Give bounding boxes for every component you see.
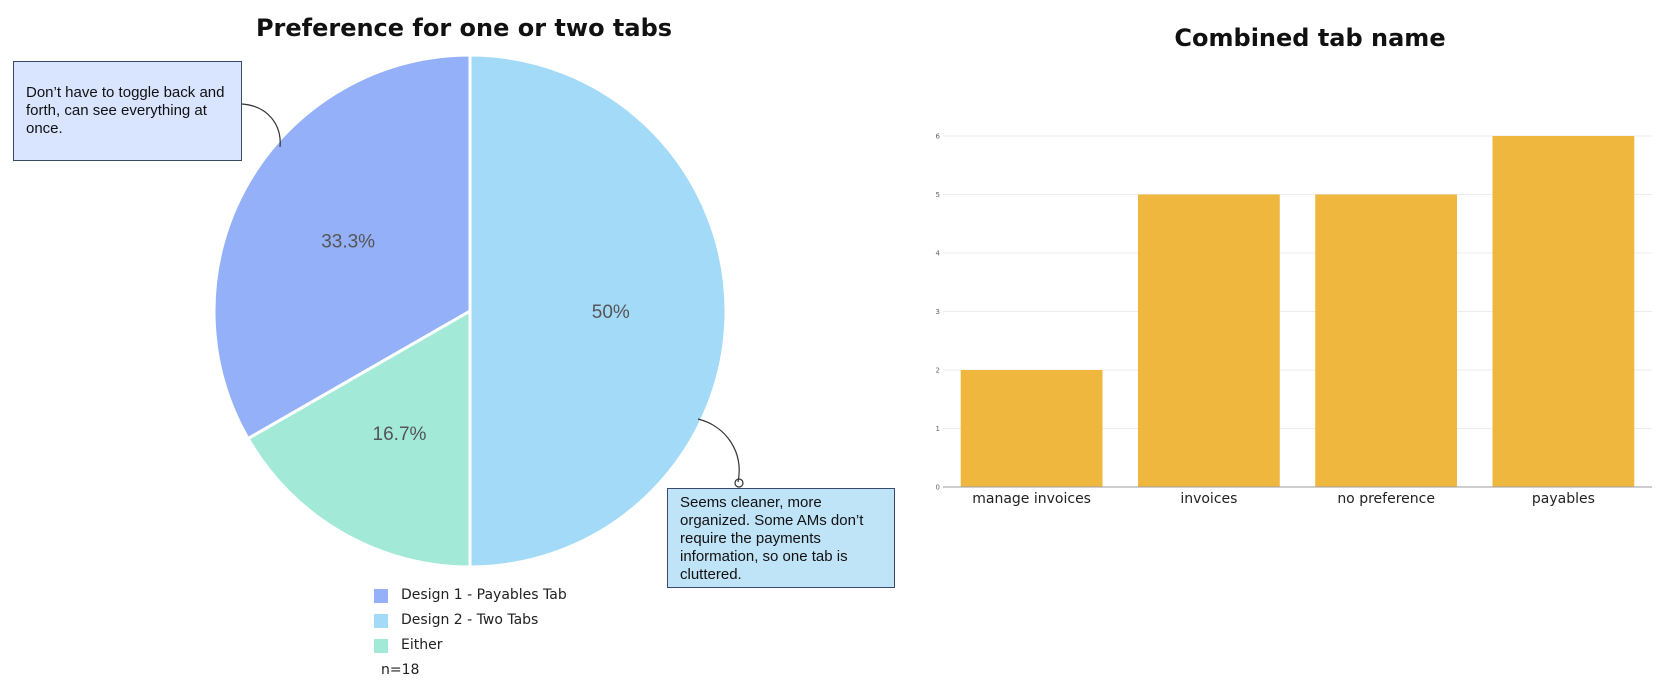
legend-item: Design 2 - Two Tabs [374,611,567,636]
pie-slice-label: 16.7% [373,424,427,445]
y-tick-label: 0 [936,484,940,492]
pie-slice [468,53,728,569]
legend-item: Design 1 - Payables Tab [374,586,567,611]
legend-label: Design 2 - Two Tabs [401,612,539,628]
bar-chart-title: Combined tab name [1174,24,1446,52]
y-tick-label: 4 [936,250,941,258]
bar [1137,194,1280,487]
bar [960,370,1103,487]
bar [1315,194,1458,487]
bar-chart: 0 1 2 3 4 5 6 manage invoices invoices no prefere… [936,133,1652,507]
sample-size-note: n=18 [381,662,420,678]
legend-swatch [374,589,388,603]
x-tick-label: no preference [1337,491,1435,507]
callout-design-2: Seems cleaner, more organized. Some AMs … [667,488,895,588]
callout-connectors [241,103,744,488]
y-tick-label: 5 [936,191,940,199]
bar [1492,136,1635,487]
legend-swatch [374,639,388,653]
y-tick-label: 1 [936,425,940,433]
legend-swatch [374,614,388,628]
x-tick-label: invoices [1180,491,1237,507]
callout-connector-2-end [734,478,744,488]
pie-chart-title: Preference for one or two tabs [255,14,673,42]
callout-design-1: Don’t have to toggle back and forth, can… [13,61,242,161]
y-tick-label: 2 [936,367,940,375]
pie-legend: Design 1 - Payables Tab Design 2 - Two T… [374,586,567,678]
pie-slice [212,53,472,441]
y-tick-label: 6 [936,133,941,141]
callout-connector-1 [241,103,281,148]
y-tick-label: 3 [936,308,940,316]
x-tick-label: manage invoices [972,491,1091,507]
pie-slice-label: 50% [592,302,630,323]
callout-connector-2 [697,418,740,483]
legend-item: Either [374,636,567,661]
pie-slice-label: 33.3% [321,231,375,252]
legend-label: Either [401,637,443,653]
pie-slice [245,308,472,569]
x-tick-label: payables [1532,491,1595,507]
legend-label: Design 1 - Payables Tab [401,587,567,603]
pie-chart: 50% 16.7% 33.3% [212,53,728,569]
